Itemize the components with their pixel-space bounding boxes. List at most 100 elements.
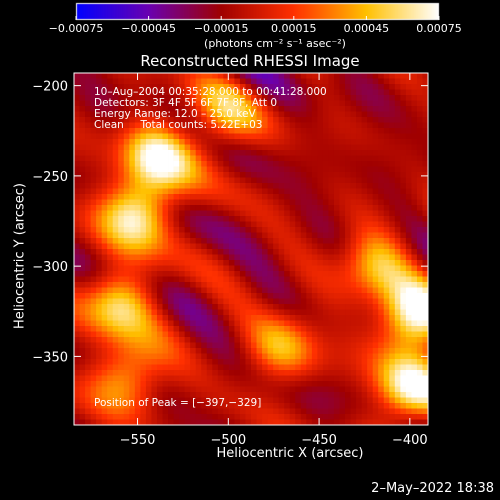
heatmap-cell — [317, 304, 324, 310]
heatmap-cell — [411, 249, 418, 255]
heatmap-cell — [206, 331, 213, 338]
heatmap-cell — [179, 161, 186, 167]
heatmap-cell — [328, 73, 335, 79]
heatmap-cell — [411, 106, 418, 112]
heatmap-cell — [405, 342, 412, 349]
heatmap-cell — [300, 199, 307, 206]
heatmap-cell — [112, 216, 119, 222]
heatmap-cell — [162, 392, 169, 398]
heatmap-cell — [361, 403, 368, 409]
heatmap-cell — [284, 293, 291, 299]
heatmap-cell — [295, 155, 302, 162]
heatmap-cell — [201, 276, 208, 283]
heatmap-cell — [79, 161, 86, 167]
heatmap-cell — [284, 249, 291, 255]
heatmap-cell — [79, 89, 86, 96]
heatmap-cell — [195, 100, 202, 107]
heatmap-cell — [317, 166, 324, 173]
heatmap-cell — [234, 111, 241, 118]
heatmap-cell — [405, 282, 412, 288]
heatmap-cell — [134, 183, 141, 189]
heatmap-cell — [90, 243, 97, 250]
heatmap-cell — [339, 392, 346, 398]
heatmap-cell — [328, 370, 335, 376]
heatmap-cell — [112, 188, 119, 195]
heatmap-cell — [256, 161, 263, 167]
heatmap-cell — [223, 238, 230, 244]
heatmap-cell — [317, 359, 324, 365]
heatmap-cell — [267, 133, 274, 140]
heatmap-cell — [289, 133, 296, 140]
heatmap-cell — [145, 331, 152, 338]
heatmap-cell — [339, 84, 346, 90]
heatmap-cell — [361, 122, 368, 129]
heatmap-cell — [328, 89, 335, 96]
heatmap-cell — [129, 166, 136, 173]
heatmap-cell — [389, 144, 396, 151]
heatmap-cell — [228, 392, 235, 398]
heatmap-cell — [367, 298, 374, 305]
heatmap-cell — [85, 287, 91, 294]
heatmap-cell — [145, 397, 152, 404]
heatmap-cell — [400, 177, 407, 184]
heatmap-cell — [212, 177, 219, 184]
heatmap-cell — [96, 298, 103, 305]
heatmap-cell — [256, 276, 263, 283]
heatmap-cell — [134, 331, 141, 338]
heatmap-cell — [123, 205, 130, 211]
heatmap-cell — [168, 348, 174, 354]
heatmap-cell — [212, 408, 219, 415]
heatmap-cell — [284, 144, 291, 151]
heatmap-cell — [411, 216, 418, 222]
heatmap-cell — [212, 139, 219, 145]
heatmap-cell — [367, 260, 374, 266]
heatmap-cell — [311, 419, 318, 426]
heatmap-cell — [101, 84, 108, 90]
heatmap-cell — [317, 364, 324, 371]
heatmap-cell — [223, 133, 230, 140]
heatmap-cell — [251, 216, 257, 222]
heatmap-cell — [267, 232, 274, 239]
heatmap-cell — [372, 342, 379, 349]
heatmap-cell — [311, 408, 318, 415]
heatmap-cell — [295, 419, 302, 426]
heatmap-cell — [405, 265, 412, 272]
heatmap-cell — [350, 287, 357, 294]
heatmap-cell — [289, 183, 296, 189]
heatmap-cell — [74, 199, 80, 206]
heatmap-cell — [156, 221, 163, 228]
heatmap-cell — [367, 144, 374, 151]
heatmap-cell — [201, 254, 208, 261]
heatmap-cell — [251, 408, 257, 415]
heatmap-cell — [118, 331, 125, 338]
heatmap-cell — [140, 386, 147, 393]
heatmap-cell — [383, 161, 390, 167]
heatmap-cell — [306, 111, 313, 118]
heatmap-cell — [350, 276, 357, 283]
heatmap-cell — [206, 205, 213, 211]
heatmap-cell — [350, 177, 357, 184]
heatmap-cell — [284, 78, 291, 85]
heatmap-cell — [223, 403, 230, 409]
heatmap-cell — [140, 381, 147, 387]
heatmap-cell — [295, 216, 302, 222]
heatmap-cell — [284, 199, 291, 206]
heatmap-cell — [79, 166, 86, 173]
heatmap-cell — [156, 254, 163, 261]
heatmap-cell — [300, 370, 307, 376]
heatmap-cell — [295, 254, 302, 261]
heatmap-cell — [416, 249, 423, 255]
heatmap-cell — [322, 95, 329, 101]
heatmap-cell — [118, 205, 125, 211]
heatmap-cell — [151, 111, 158, 118]
heatmap-cell — [184, 243, 191, 250]
heatmap-cell — [239, 199, 246, 206]
heatmap-cell — [90, 199, 97, 206]
heatmap-cell — [101, 144, 108, 151]
heatmap-cell — [118, 89, 125, 96]
heatmap-cell — [168, 403, 174, 409]
heatmap-cell — [217, 188, 224, 195]
heatmap-cell — [416, 122, 423, 129]
heatmap-cell — [168, 161, 174, 167]
heatmap-cell — [184, 408, 191, 415]
